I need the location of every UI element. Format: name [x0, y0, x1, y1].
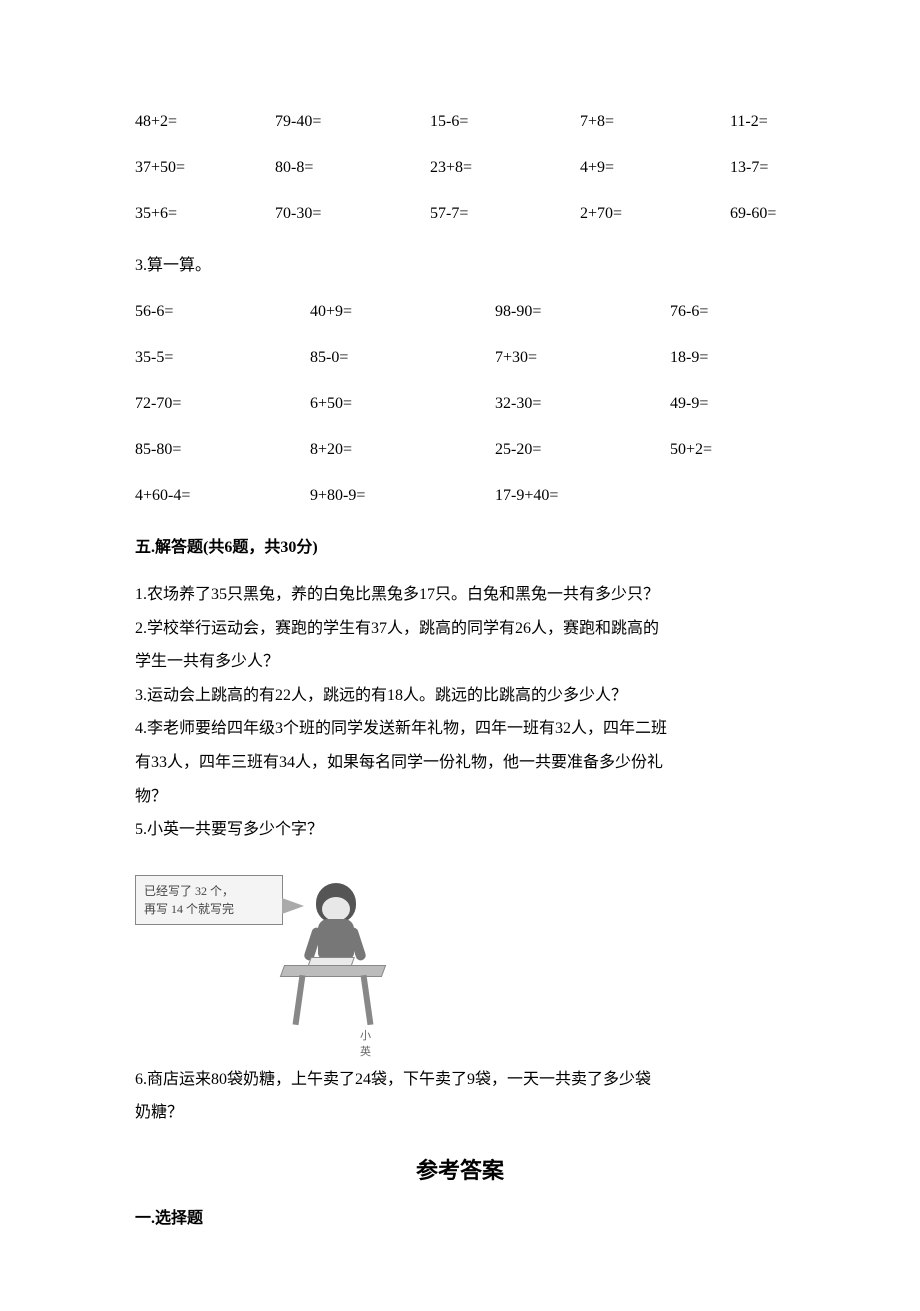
arith-cell: 37+50=: [135, 156, 275, 180]
problem-2b: 学生一共有多少人？: [135, 647, 785, 677]
arith-cell: 2+70=: [580, 202, 730, 226]
arith-cell: 23+8=: [430, 156, 580, 180]
problem-5: 5.小英一共要写多少个字？: [135, 815, 785, 845]
arith-cell: 72-70=: [135, 392, 310, 416]
child-face-icon: [322, 897, 350, 921]
arith-cell: 80-8=: [275, 156, 430, 180]
problem-1: 1.农场养了35只黑兔，养的白兔比黑兔多17只。白兔和黑兔一共有多少只？: [135, 580, 785, 610]
arith-cell: 56-6=: [135, 300, 310, 324]
figure-xiaoying: 已经写了 32 个， 再写 14 个就写完 小英: [135, 875, 385, 1045]
figure-caption: 小英: [360, 1028, 380, 1061]
arith-cell: 17-9+40=: [495, 484, 785, 508]
arith-cell: 48+2=: [135, 110, 275, 134]
speech-line-2: 再写 14 个就写完: [144, 900, 274, 918]
problem-6b: 奶糖？: [135, 1098, 785, 1128]
arith-cell: 69-60=: [730, 202, 785, 226]
arith-cell: 9+80-9=: [310, 484, 495, 508]
arith-cell: 7+8=: [580, 110, 730, 134]
page: 48+2= 79-40= 15-6= 7+8= 11-2= 37+50= 80-…: [0, 0, 920, 1311]
speech-line-1: 已经写了 32 个，: [144, 882, 274, 900]
arith-cell: 50+2=: [670, 438, 785, 462]
arith-cell: 8+20=: [310, 438, 495, 462]
problem-2a: 2.学校举行运动会，赛跑的学生有37人，跳高的同学有26人，赛跑和跳高的: [135, 614, 785, 644]
arith-cell: 4+60-4=: [135, 484, 310, 508]
arith-cell: 85-80=: [135, 438, 310, 462]
section5-heading: 五.解答题(共6题，共30分): [135, 536, 785, 560]
arith-cell: 79-40=: [275, 110, 430, 134]
desk-leg-icon: [361, 975, 374, 1025]
desk-leg-icon: [293, 975, 306, 1025]
speech-bubble: 已经写了 32 个， 再写 14 个就写完: [135, 875, 283, 925]
problem-4b: 有33人，四年三班有34人，如果每名同学一份礼物，他一共要准备多少份礼: [135, 748, 785, 778]
arith-cell: 40+9=: [310, 300, 495, 324]
problem-4c: 物？: [135, 782, 785, 812]
arith-cell: 35+6=: [135, 202, 275, 226]
problem-4a: 4.李老师要给四年级3个班的同学发送新年礼物，四年一班有32人，四年二班: [135, 714, 785, 744]
arith-cell: 11-2=: [730, 110, 785, 134]
arith-cell: 85-0=: [310, 346, 495, 370]
answers-section1: 一.选择题: [135, 1207, 785, 1231]
answers-title: 参考答案: [135, 1154, 785, 1187]
arith-cell: 25-20=: [495, 438, 670, 462]
child-drawing: 小英: [290, 883, 380, 1033]
arith-cell: 76-6=: [670, 300, 785, 324]
arith-cell: 49-9=: [670, 392, 785, 416]
problems-block: 1.农场养了35只黑兔，养的白兔比黑兔多17只。白兔和黑兔一共有多少只？ 2.学…: [135, 580, 785, 845]
child-body-icon: [318, 919, 354, 959]
arith-cell: 18-9=: [670, 346, 785, 370]
arith-block-b: 56-6= 40+9= 98-90= 76-6= 35-5= 85-0= 7+3…: [135, 300, 785, 462]
arith-cell: 70-30=: [275, 202, 430, 226]
arith-cell: 98-90=: [495, 300, 670, 324]
arith-cell: 7+30=: [495, 346, 670, 370]
arith-cell: 6+50=: [310, 392, 495, 416]
arith-cell: 35-5=: [135, 346, 310, 370]
arith-cell: 15-6=: [430, 110, 580, 134]
problem-3: 3.运动会上跳高的有22人，跳远的有18人。跳远的比跳高的少多少人？: [135, 681, 785, 711]
arith-block-c: 4+60-4= 9+80-9= 17-9+40=: [135, 484, 785, 508]
problem-6a: 6.商店运来80袋奶糖，上午卖了24袋，下午卖了9袋，一天一共卖了多少袋: [135, 1065, 785, 1095]
arith-cell: 57-7=: [430, 202, 580, 226]
q3-label: 3.算一算。: [135, 254, 785, 278]
arith-block-a: 48+2= 79-40= 15-6= 7+8= 11-2= 37+50= 80-…: [135, 110, 785, 226]
arith-cell: 32-30=: [495, 392, 670, 416]
arith-cell: 4+9=: [580, 156, 730, 180]
problems-block-2: 6.商店运来80袋奶糖，上午卖了24袋，下午卖了9袋，一天一共卖了多少袋 奶糖？: [135, 1065, 785, 1128]
desk-icon: [280, 965, 386, 977]
arith-cell: 13-7=: [730, 156, 785, 180]
